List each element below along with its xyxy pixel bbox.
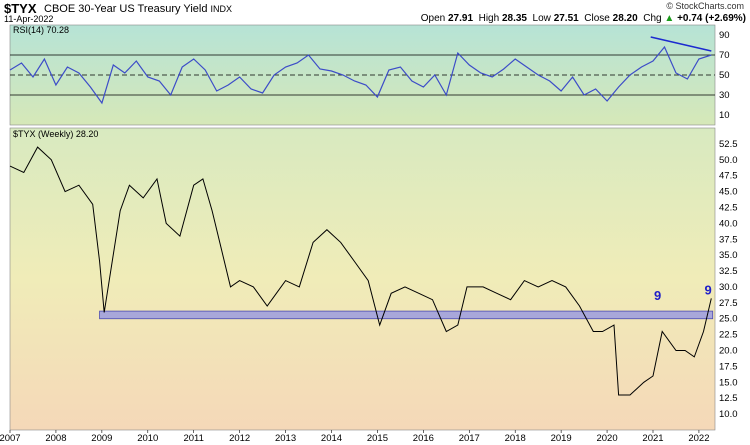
rsi-series-line xyxy=(9,45,712,105)
price-y-tick: 47.5 xyxy=(719,171,738,182)
chg-label: Chg xyxy=(643,13,662,24)
price-y-tick: 40.0 xyxy=(719,218,738,229)
count-annotation: 9 xyxy=(704,282,711,297)
price-y-tick: 37.5 xyxy=(719,234,738,245)
rsi-y-tick: 10 xyxy=(719,110,730,121)
chart-header: $TYX CBOE 30-Year US Treasury Yield INDX… xyxy=(0,0,750,24)
price-y-tick: 32.5 xyxy=(719,266,738,277)
price-series-line xyxy=(9,146,712,396)
close-label: Close xyxy=(584,13,610,24)
rsi-trendline xyxy=(650,36,712,52)
price-y-tick: 17.5 xyxy=(719,361,738,372)
price-y-tick: 15.0 xyxy=(719,377,738,388)
x-tick-label: 2020 xyxy=(596,433,617,444)
price-y-tick: 10.0 xyxy=(719,409,738,420)
rsi-legend: RSI(14) 70.28 xyxy=(13,25,69,35)
x-tick-label: 2009 xyxy=(91,433,112,444)
x-tick-label: 2010 xyxy=(137,433,158,444)
rsi-y-tick: 30 xyxy=(719,90,730,101)
price-y-tick: 27.5 xyxy=(719,298,738,309)
price-y-tick: 45.0 xyxy=(719,187,738,198)
price-y-tick: 52.5 xyxy=(719,139,738,150)
rsi-y-tick: 90 xyxy=(719,30,730,41)
x-tick-label: 2012 xyxy=(229,433,250,444)
x-tick-label: 2018 xyxy=(505,433,526,444)
symbol-description: CBOE 30-Year US Treasury Yield INDX xyxy=(44,3,232,15)
low-label: Low xyxy=(532,13,551,24)
rsi-y-tick: 70 xyxy=(719,50,730,61)
chg-value: +0.74 (+2.69%) xyxy=(677,13,746,24)
exchange-label: INDX xyxy=(210,4,233,14)
description-text: CBOE 30-Year US Treasury Yield xyxy=(44,3,208,15)
support-zone xyxy=(99,310,714,320)
high-value: 28.35 xyxy=(501,13,527,24)
price-y-tick: 22.5 xyxy=(719,330,738,341)
x-tick-label: 2011 xyxy=(183,433,203,444)
price-y-tick: 50.0 xyxy=(719,155,738,166)
x-tick-label: 2013 xyxy=(275,433,296,444)
watermark: © StockCharts.com xyxy=(666,1,744,11)
x-tick-label: 2014 xyxy=(321,433,342,444)
high-label: High xyxy=(478,13,500,24)
open-label: Open xyxy=(420,13,446,24)
price-y-tick: 20.0 xyxy=(719,346,738,357)
close-value: 28.20 xyxy=(612,13,638,24)
price-y-tick: 25.0 xyxy=(719,314,738,325)
price-y-tick: 35.0 xyxy=(719,250,738,261)
open-value: 27.91 xyxy=(448,13,474,24)
x-tick-label: 2015 xyxy=(367,433,388,444)
price-y-tick: 12.5 xyxy=(719,393,738,404)
x-tick-label: 2017 xyxy=(459,433,480,444)
rsi-layer xyxy=(9,36,715,105)
price-panel-background xyxy=(9,127,716,431)
count-annotation: 9 xyxy=(654,288,661,303)
rsi-y-tick: 50 xyxy=(719,70,730,81)
symbol-label: $TYX xyxy=(4,1,37,16)
x-tick-label: 2021 xyxy=(642,433,663,444)
axis-layer: 10 30 50 70 90 10.0 12.5 15.0 17.5 20.0 22.5 25.0 27… xyxy=(0,30,738,444)
x-tick-label: 2007 xyxy=(0,433,21,444)
low-value: 27.51 xyxy=(553,13,579,24)
price-y-tick: 42.5 xyxy=(719,202,738,213)
x-tick-label: 2019 xyxy=(551,433,572,444)
x-tick-label: 2022 xyxy=(688,433,709,444)
quote-line: Open 27.91 High 28.35 Low 27.51 Close 28… xyxy=(421,13,746,24)
chg-arrow-icon: ▲ xyxy=(664,13,675,24)
price-legend: $TYX (Weekly) 28.20 xyxy=(13,129,98,139)
price-y-tick: 30.0 xyxy=(719,282,738,293)
chart-date: 11-Apr-2022 xyxy=(4,14,54,24)
x-tick-label: 2016 xyxy=(413,433,434,444)
x-tick-label: 2008 xyxy=(45,433,66,444)
